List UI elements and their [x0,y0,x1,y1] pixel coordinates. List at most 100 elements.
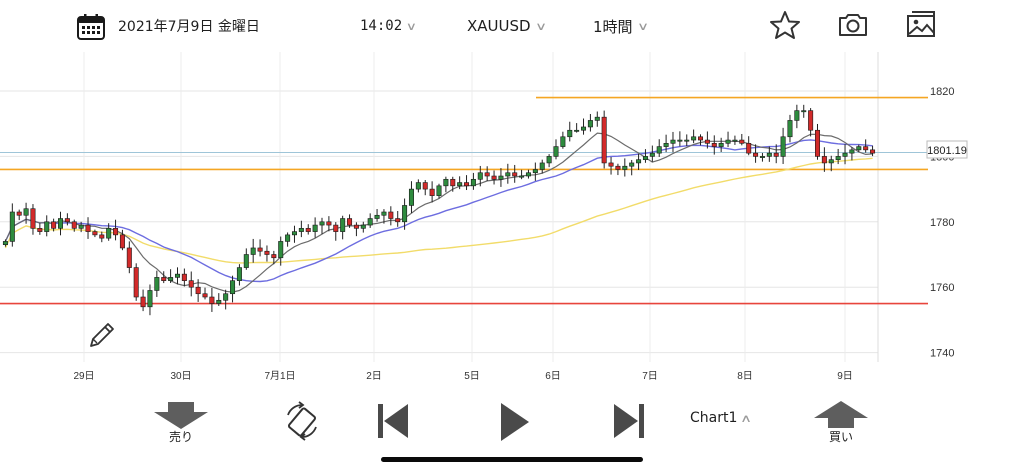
candle-body [257,247,263,252]
skip-forward-button[interactable] [611,401,647,441]
sell-button[interactable]: 売り [148,400,214,445]
candle-body [92,231,98,236]
star-icon [770,11,800,39]
candle-body [402,205,408,223]
price-chart[interactable]: 18201800178017601740 29日30日7月1日2日5日6日7日8… [0,52,1024,390]
candle-body [291,231,297,236]
candle-body [725,139,731,144]
play-icon [501,403,529,441]
candle-body [174,273,180,278]
y-tick-label: 1760 [930,282,954,294]
candle-body [718,143,724,147]
screenshot-button[interactable] [837,10,869,40]
date-label[interactable]: 2021年7月9日 金曜日 [118,19,260,35]
candle-body [436,185,442,196]
candle-body [236,267,242,281]
candle-body [649,152,655,157]
x-tick-label: 29日 [73,371,94,382]
candle-body [57,218,63,229]
y-tick-label: 1780 [930,217,954,229]
chevron-down-icon: ∨ [636,19,649,33]
sell-arrow-icon [154,402,208,429]
gallery-icon [907,11,935,37]
candle-body [188,280,194,288]
candle-body [581,126,587,131]
time-selector[interactable]: 14:02 ∨ [360,13,416,39]
candle-body [271,254,277,259]
candle-body [443,178,449,187]
chart-canvas[interactable]: 18201800178017601740 29日30日7月1日2日5日6日7日8… [0,52,1024,390]
candle-body [347,218,353,226]
candle-body [119,234,125,249]
candle-body [312,224,318,232]
play-button[interactable] [497,401,531,443]
candle-body [147,290,153,308]
pencil-button[interactable] [90,323,114,347]
candle-body [753,152,759,157]
candle-body [298,228,304,232]
x-tick-label: 6日 [545,371,561,382]
calendar-button[interactable] [76,13,106,41]
candle-body [787,120,793,138]
x-tick-label: 2日 [366,371,382,382]
candle-body [553,146,559,157]
skip-back-button[interactable] [375,401,411,441]
candle-body [574,129,580,132]
buy-button[interactable]: 買い [808,400,874,445]
candle-body [815,129,821,157]
horizontal-lines [0,96,928,305]
candle-body [85,224,91,232]
candle-body [505,172,511,177]
candle-body [670,139,676,144]
candle-body [560,136,566,147]
candle-body [216,299,222,304]
candle-body [30,208,36,229]
candle-body [202,293,208,298]
candle-body [415,182,421,190]
candle-body [113,228,119,236]
candle-body [794,110,800,121]
candle-body [23,208,29,216]
candle-body [9,211,15,242]
camera-icon [839,14,867,36]
candle-body [278,241,284,259]
candle-body [773,152,779,157]
chart-selector[interactable]: Chart1 ∧ [690,410,752,426]
buy-label: 買い [828,430,853,444]
ma-mid-line [4,139,873,283]
candle-body [656,146,662,154]
candle-body [601,116,607,164]
candle-body [374,214,380,219]
candle-body [636,159,642,164]
gallery-button[interactable] [905,10,937,40]
candle-body [133,267,139,298]
candle-body [691,136,697,141]
timeframe-value: 1時間 [593,17,633,36]
candle-body [161,277,167,281]
time-value: 14:02 [360,18,403,34]
candle-body [746,143,752,154]
x-tick-label: 9日 [837,371,853,382]
candle-body [739,139,745,144]
x-tick-label: 8日 [737,371,753,382]
current-price-tag: 1801.19 [926,140,968,159]
buy-arrow-icon [814,401,868,428]
candle-body [498,175,504,180]
candle-body [856,146,862,151]
symbol-selector[interactable]: XAUUSD ∨ [467,13,547,39]
candle-body [828,159,834,164]
candle-body [863,146,869,151]
candle-body [285,234,291,242]
candle-body [759,156,765,158]
calendar-icon [77,14,105,40]
home-indicator[interactable] [381,457,643,462]
skip-forward-icon [614,404,644,438]
favorite-button[interactable] [769,10,801,40]
timeframe-selector[interactable]: 1時間 ∨ [593,13,649,39]
y-axis: 18201800178017601740 [930,86,954,360]
symbol-value: XAUUSD [467,17,531,35]
x-axis: 29日 30日 7月1日 2日 5日 6日 7日 8日 9日 [73,370,852,382]
rotate-button[interactable] [282,401,322,441]
x-tick-label: 5日 [464,371,480,382]
candle-body [395,218,401,223]
